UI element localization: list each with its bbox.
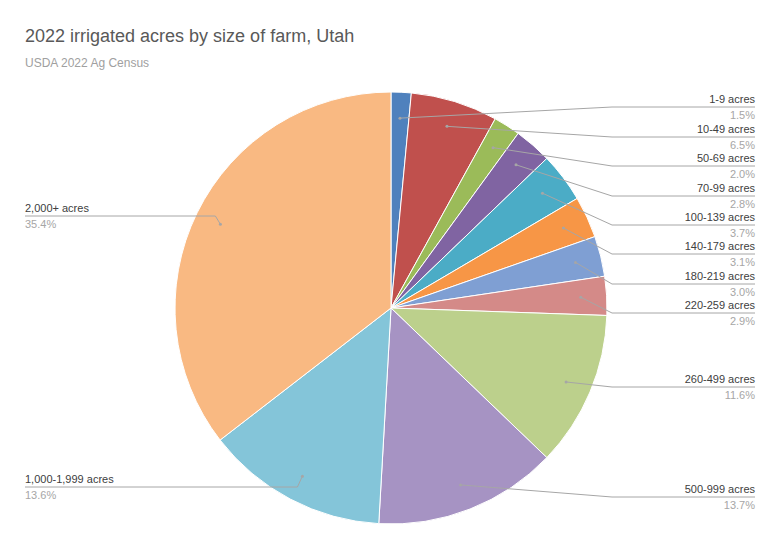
svg-text:260-499 acres: 260-499 acres [685,373,756,385]
svg-text:140-179 acres: 140-179 acres [685,240,756,252]
svg-text:35.4%: 35.4% [25,218,56,230]
svg-text:3.1%: 3.1% [730,256,755,268]
svg-text:13.6%: 13.6% [25,489,56,501]
svg-text:2.9%: 2.9% [730,315,755,327]
html-text:USDA 2022 Ag Census: USDA 2022 Ag Census [25,56,150,70]
svg-text:100-139 acres: 100-139 acres [685,211,756,223]
svg-text:1-9 acres: 1-9 acres [709,93,755,105]
svg-text:180-219 acres: 180-219 acres [685,270,756,282]
svg-text:50-69 acres: 50-69 acres [697,152,756,164]
svg-text:13.7%: 13.7% [724,499,755,511]
svg-text:2.0%: 2.0% [730,168,755,180]
svg-text:11.6%: 11.6% [725,389,756,401]
svg-text:220-259 acres: 220-259 acres [685,299,756,311]
svg-text:3.0%: 3.0% [730,286,755,298]
svg-text:3.7%: 3.7% [730,227,755,239]
svg-text:70-99 acres: 70-99 acres [697,182,756,194]
svg-text:6.5%: 6.5% [730,139,755,151]
svg-text:10-49 acres: 10-49 acres [697,123,756,135]
svg-text:1,000-1,999 acres: 1,000-1,999 acres [25,473,114,485]
svg-text:1.5%: 1.5% [730,109,755,121]
html-text:2022 irrigated acres by size o: 2022 irrigated acres by size of farm, Ut… [25,26,355,46]
svg-text:500-999 acres: 500-999 acres [685,483,756,495]
svg-text:2.8%: 2.8% [730,198,755,210]
svg-text:2,000+ acres: 2,000+ acres [25,202,89,214]
